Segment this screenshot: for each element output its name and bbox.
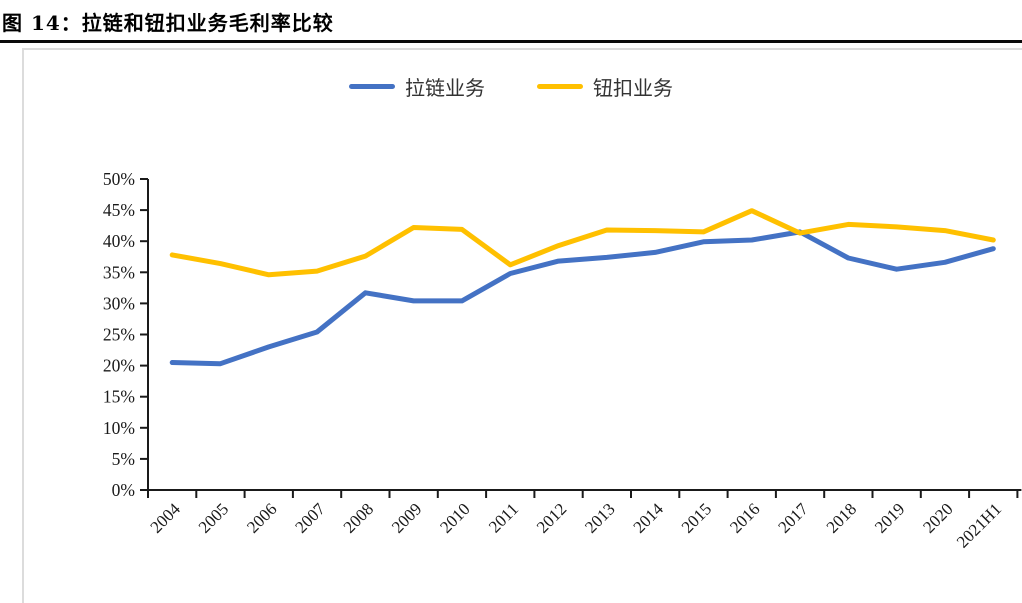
zipper-series-label: 拉链业务 <box>405 76 485 100</box>
button-series-swatch <box>537 84 583 89</box>
x-tick-label: 2018 <box>823 499 860 536</box>
zipper-series-swatch <box>349 84 395 89</box>
y-tick-label: 30% <box>103 293 135 313</box>
x-tick-label: 2020 <box>919 499 956 536</box>
y-tick-label: 15% <box>103 387 135 407</box>
y-tick-label: 50% <box>103 169 135 189</box>
x-tick-label: 2015 <box>678 499 715 536</box>
title-divider-rule <box>0 40 1022 43</box>
x-tick-label: 2019 <box>871 499 908 536</box>
x-tick-label: 2010 <box>436 499 473 536</box>
series-line-拉链业务 <box>169 229 996 367</box>
x-tick-label: 2006 <box>243 499 280 536</box>
series-line-钮扣业务 <box>169 208 996 278</box>
y-tick-label: 25% <box>103 325 135 345</box>
y-tick-label: 0% <box>112 480 135 500</box>
x-tick-label: 2009 <box>388 499 425 536</box>
y-tick-label: 40% <box>103 231 135 251</box>
y-tick-label: 5% <box>112 449 135 469</box>
x-tick-label: 2007 <box>291 499 329 537</box>
legend-item-button: 钮扣业务 <box>537 72 673 101</box>
y-tick-label: 45% <box>103 200 135 220</box>
y-tick-label: 10% <box>103 418 135 438</box>
x-tick-label: 2016 <box>726 499 763 536</box>
x-tick-label: 2005 <box>195 499 232 536</box>
x-tick-label: 2014 <box>630 499 668 537</box>
x-tick-label: 2008 <box>340 499 377 536</box>
x-tick-label: 2011 <box>485 499 522 536</box>
figure-title: 图 14：拉链和钮扣业务毛利率比较 <box>2 11 334 35</box>
x-tick-label: 2013 <box>581 499 618 536</box>
legend-item-zipper: 拉链业务 <box>349 72 485 101</box>
y-tick-label: 20% <box>103 356 135 376</box>
x-tick-label: 2017 <box>774 499 812 537</box>
x-tick-label: 2021H1 <box>953 499 1005 551</box>
x-tick-label: 2012 <box>533 499 570 536</box>
chart-legend: 拉链业务 钮扣业务 <box>0 72 1022 101</box>
chart-panel <box>22 48 1022 603</box>
x-tick-label: 2004 <box>147 499 185 537</box>
button-series-label: 钮扣业务 <box>593 76 673 100</box>
y-tick-label: 35% <box>103 262 135 282</box>
